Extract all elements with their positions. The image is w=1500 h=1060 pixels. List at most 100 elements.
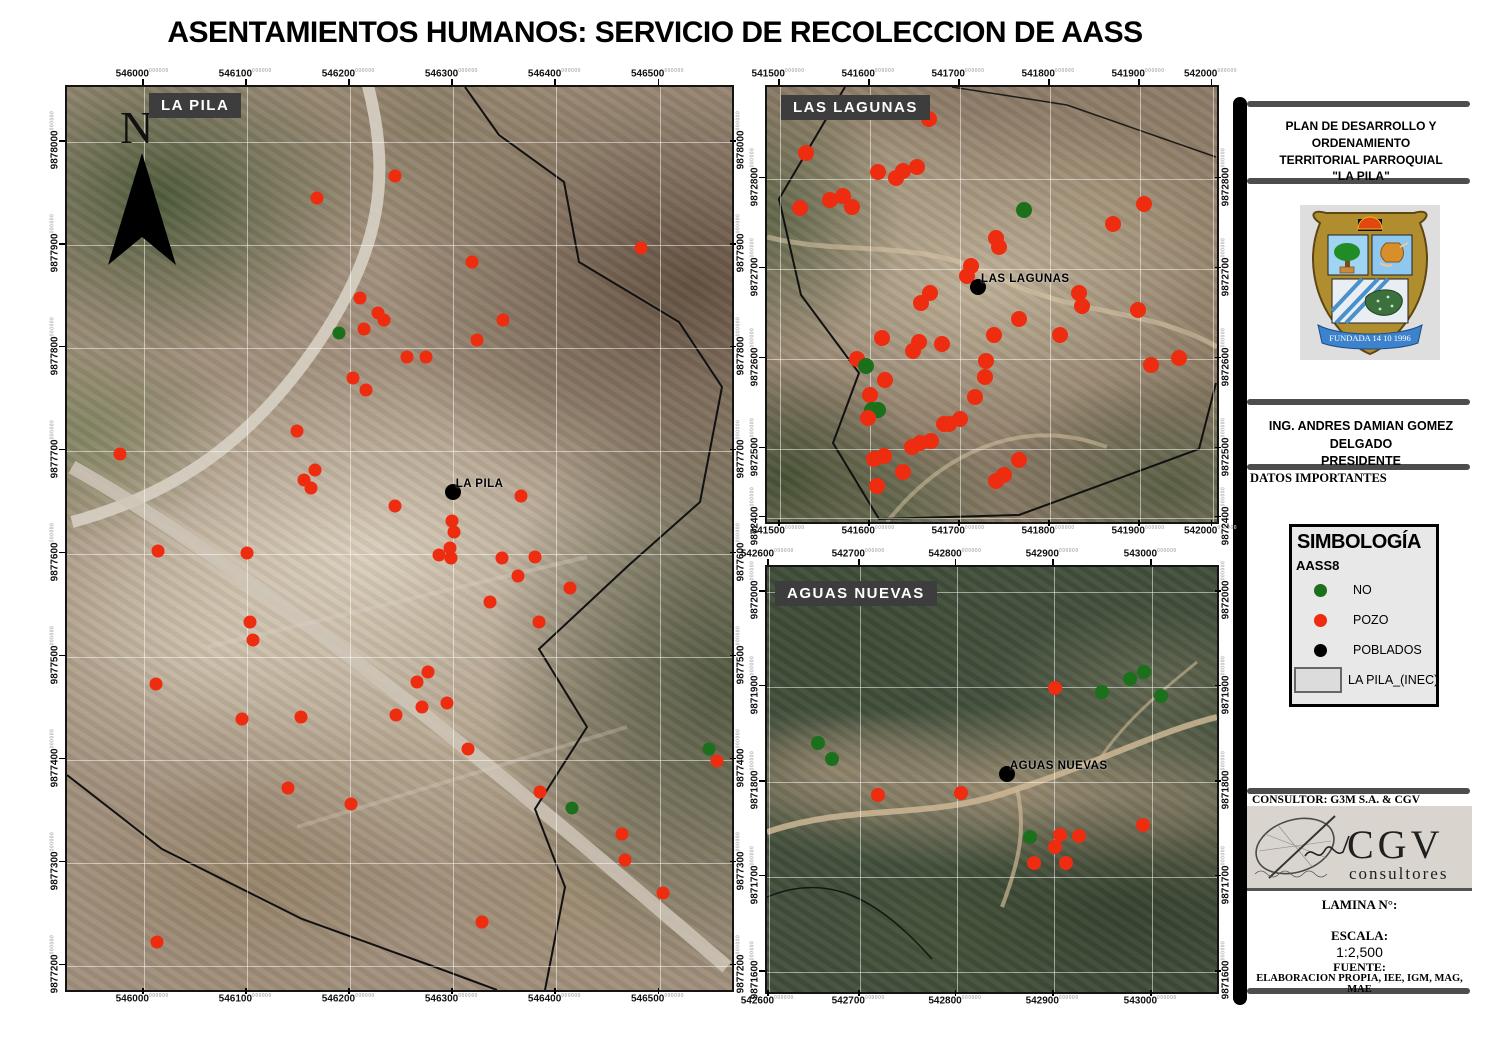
black-dot-icon [1314,643,1327,657]
pozo-point [618,853,632,867]
tick-mark [730,140,736,142]
pozo-point [1136,196,1153,212]
grid-line-vertical [1050,87,1052,522]
tick-mark [759,590,765,592]
x-axis-label: 542900000000 [1025,995,1079,1007]
page-title: ASENTAMIENTOS HUMANOS: SERVICIO DE RECOL… [167,16,1143,49]
pozo-point [388,169,402,183]
pozo-point [1074,297,1090,314]
tick-mark [657,79,659,85]
plan-title-line2: TERRITORIAL PARROQUIAL [1279,152,1443,167]
pozo-point [410,675,424,689]
y-axis-label: 9877300000000 [735,831,747,890]
map-aguas-nuevas: AGUAS NUEVAS AGUAS NUEVAS [765,565,1219,994]
tick-mark [1215,266,1221,269]
cgv-logo-icon: CGV consultores [1247,806,1472,888]
tick-mark [451,988,453,994]
grid-line-horizontal [767,876,1217,878]
pozo-point [1070,285,1087,302]
legend-title: SIMBOLOGÍA [1297,531,1421,553]
pozo-point [563,581,577,595]
fuente-label: FUENTE: [1333,960,1386,974]
tick-mark [767,990,769,996]
grid-line-vertical [1212,87,1214,522]
tick-mark [1138,520,1140,526]
y-axis-label: 9877700000000 [735,419,747,479]
president-block: ING. ANDRES DAMIAN GOMEZ DELGADO PRESIDE… [1250,418,1472,471]
pozo-point [475,915,489,929]
fuente-value: ELABORACION PROPIA, IEE, IGM, MAG, MAE [1256,973,1463,995]
x-axis-label: 541600000000 [841,525,895,537]
pozo-point [1026,855,1041,870]
tick-mark [245,79,247,85]
pozo-point [868,477,885,494]
pozo-point [908,159,925,176]
pozo-point [377,313,391,327]
tick-mark [1215,970,1221,972]
x-axis-label: 541900000000 [1111,68,1165,80]
y-axis-label: 9871900000000 [1220,655,1232,715]
cgv-consultores-logo: CGV consultores [1247,806,1472,888]
pozo-point [533,785,547,799]
y-axis-label: 9871800000000 [1220,750,1232,810]
grid-line-horizontal [67,862,732,864]
pozo-point [922,433,939,450]
pozo-point [496,313,510,327]
pozo-point [290,424,304,438]
grid-line-horizontal [767,178,1217,180]
pozo-point [353,291,367,305]
pozo-point [978,353,995,370]
poblado-point [444,484,461,501]
y-axis-label: 9872400000000 [1220,486,1232,545]
pozo-point [1142,356,1159,373]
pozo-point [996,467,1013,484]
x-axis-label: 541900000000 [1111,525,1165,537]
grid-line-vertical [144,87,146,990]
pozo-point [1058,855,1073,870]
tick-mark [1048,79,1050,85]
pozo-point [470,333,484,347]
pozo-point [495,551,509,565]
no-point [1015,202,1032,219]
grid-line-vertical [769,567,771,992]
pozo-point [844,199,861,216]
tick-mark [657,988,659,994]
legend-item-label: NO [1353,583,1372,597]
poblado-point [970,279,987,296]
tick-mark [1048,520,1050,526]
grid-line-horizontal [67,142,732,144]
tick-mark [1215,874,1221,877]
grid-line-horizontal [67,656,732,658]
grid-line-horizontal [767,782,1217,784]
y-axis-label: 9872000000000 [1220,560,1232,620]
pozo-point [904,343,921,360]
pozo-point [310,191,324,205]
president-name: ING. ANDRES DAMIAN GOMEZ DELGADO [1268,419,1454,451]
pozo-point [1129,302,1146,319]
plan-title-line3: "LA PILA" [1332,169,1390,184]
tick-mark [1215,446,1221,449]
y-axis-label: 9877500000000 [735,625,747,685]
pozo-point [281,781,295,795]
grid-line-vertical [247,87,249,990]
escala-value: 1:2,500 [1336,944,1383,960]
x-axis-label: 546100000000 [218,993,272,1005]
pozo-point [634,241,648,255]
x-axis-label: 546400000000 [527,993,581,1005]
pozo-point [308,463,322,477]
legend-item-label: POBLADOS [1353,643,1422,657]
tick-mark [730,448,736,451]
grid-line-horizontal [67,965,732,967]
tick-mark [1215,356,1221,359]
tick-mark [958,79,960,85]
pozo-point [149,677,163,691]
pozo-point [866,450,883,467]
grid-line-horizontal [767,686,1217,688]
pozo-point [344,797,358,811]
tick-mark [858,559,860,565]
las-lagunas-roads-boundary [767,87,1217,522]
escala-label: ESCALA: [1330,928,1389,943]
la-pila-roads-boundary [67,87,732,990]
pozo-point [357,322,371,336]
